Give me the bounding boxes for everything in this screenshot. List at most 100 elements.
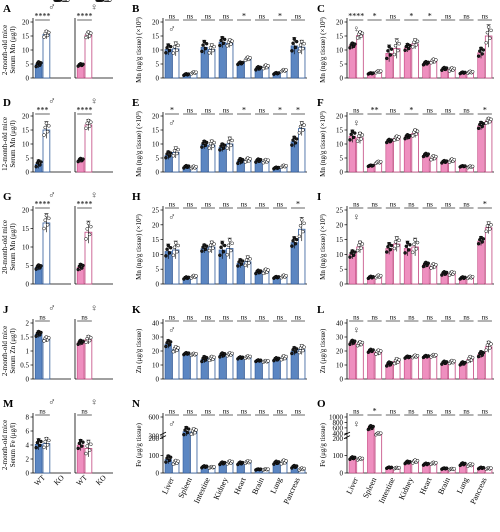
data-point bbox=[34, 334, 38, 338]
data-point bbox=[266, 158, 270, 162]
significance-label: ns bbox=[205, 408, 212, 416]
female-symbol: ♀ bbox=[352, 118, 360, 129]
significance-label: * bbox=[278, 12, 282, 21]
data-point bbox=[36, 438, 41, 442]
data-point bbox=[35, 440, 40, 445]
bar-ko bbox=[411, 356, 419, 380]
data-point bbox=[360, 242, 365, 246]
data-point bbox=[489, 466, 493, 470]
data-point bbox=[470, 69, 475, 74]
data-point bbox=[284, 354, 288, 359]
y-tick-label: 10 bbox=[152, 362, 160, 370]
male-symbol: ♂ bbox=[48, 190, 56, 201]
y-axis-label: Mn (ng/g tissue) (×10³) bbox=[319, 110, 327, 176]
data-point bbox=[78, 438, 83, 443]
male-symbol: ♂ bbox=[168, 212, 176, 223]
y-tick-label: 5 bbox=[340, 61, 344, 69]
panel-a2: ****♀ bbox=[74, 0, 113, 79]
bar-ko bbox=[42, 34, 51, 79]
data-point bbox=[229, 42, 233, 46]
data-point bbox=[175, 48, 179, 53]
data-point bbox=[225, 146, 230, 150]
bar-ko bbox=[84, 124, 93, 173]
y-tick-label: 0.5 bbox=[20, 362, 29, 370]
data-point bbox=[488, 346, 492, 350]
data-point bbox=[230, 459, 234, 464]
data-point bbox=[414, 247, 419, 251]
bar-wt bbox=[422, 356, 430, 380]
y-tick-label: 40 bbox=[152, 320, 160, 328]
data-point bbox=[219, 38, 223, 43]
significance-label: ns bbox=[482, 408, 489, 416]
significance-label: ns bbox=[39, 408, 46, 416]
panel-i: 0 5 10 15 20 25 Mn (ng/g tissue) (×10³) ns ns ns n… bbox=[319, 200, 494, 289]
data-point bbox=[229, 248, 233, 253]
data-point bbox=[45, 443, 50, 447]
x-tick-label: Pancreas bbox=[282, 476, 302, 506]
significance-label: ** bbox=[371, 106, 379, 115]
data-point bbox=[348, 255, 352, 259]
axis-break-mark bbox=[159, 431, 167, 436]
data-point bbox=[434, 154, 438, 159]
y-tick-label: 0 bbox=[340, 376, 344, 384]
female-symbol: ♀ bbox=[352, 325, 360, 336]
data-point bbox=[403, 48, 407, 53]
significance-label: ns bbox=[259, 13, 266, 21]
data-point bbox=[301, 229, 305, 234]
data-point bbox=[194, 428, 198, 432]
x-tick-label: Intestine bbox=[377, 476, 397, 505]
data-point bbox=[276, 460, 281, 464]
data-point bbox=[194, 70, 198, 75]
y-tick-label: 2 bbox=[26, 456, 30, 464]
female-symbol: ♀ bbox=[90, 96, 98, 107]
data-point bbox=[408, 43, 412, 48]
female-symbol: ♀ bbox=[90, 190, 98, 201]
data-point bbox=[408, 459, 412, 464]
panel-letter-g: G bbox=[3, 191, 12, 203]
y-tick-label: 5 bbox=[156, 155, 160, 163]
data-point bbox=[200, 49, 204, 54]
x-tick-label: Brain bbox=[436, 476, 452, 496]
bar-wt bbox=[164, 343, 172, 380]
data-point bbox=[186, 351, 191, 355]
data-point bbox=[167, 458, 172, 463]
data-point bbox=[66, 0, 70, 2]
data-point bbox=[43, 439, 47, 444]
data-point bbox=[225, 252, 230, 257]
significance-label: ns bbox=[408, 408, 415, 416]
female-symbol: ♀ bbox=[352, 212, 360, 223]
data-point bbox=[302, 466, 306, 471]
significance-label: ns bbox=[427, 107, 434, 115]
data-point bbox=[358, 131, 362, 136]
data-point bbox=[87, 232, 92, 237]
female-symbol: ♀ bbox=[90, 397, 98, 408]
data-point bbox=[480, 124, 484, 129]
y-tick-label: 0 bbox=[340, 75, 344, 83]
y-tick-label: 10 bbox=[336, 141, 344, 149]
y-axis-label: Fe (μg/g tissue) bbox=[319, 422, 327, 466]
data-point bbox=[84, 126, 88, 131]
data-point bbox=[348, 46, 352, 50]
significance-label: * bbox=[428, 12, 432, 21]
data-point bbox=[359, 246, 363, 250]
data-point bbox=[397, 238, 401, 243]
data-point bbox=[164, 344, 168, 349]
significance-label: ns bbox=[241, 201, 248, 209]
data-point bbox=[168, 245, 173, 250]
data-point bbox=[44, 436, 49, 441]
data-point bbox=[248, 354, 252, 359]
data-point bbox=[189, 432, 194, 436]
data-point bbox=[167, 154, 172, 158]
data-point bbox=[470, 355, 475, 360]
significance-label: ns bbox=[241, 314, 248, 322]
x-tick-label: Spleen bbox=[176, 476, 193, 500]
bar-wt bbox=[385, 140, 393, 173]
significance-label: ns bbox=[353, 107, 360, 115]
data-point bbox=[43, 125, 47, 130]
y-tick-label: 5 bbox=[26, 155, 30, 163]
data-point bbox=[297, 49, 302, 54]
y-tick-label: 0 bbox=[156, 470, 160, 478]
significance-label: ns bbox=[169, 408, 176, 416]
data-point bbox=[351, 135, 356, 140]
data-point bbox=[200, 359, 204, 364]
